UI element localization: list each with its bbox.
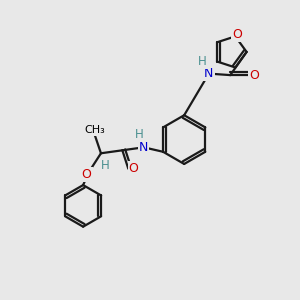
Text: H: H: [198, 55, 207, 68]
Text: CH₃: CH₃: [84, 125, 105, 135]
Text: N: N: [139, 141, 148, 154]
Text: H: H: [135, 128, 144, 141]
Text: O: O: [232, 28, 242, 41]
Text: H: H: [101, 159, 110, 172]
Text: N: N: [204, 67, 214, 80]
Text: O: O: [129, 162, 139, 175]
Text: O: O: [82, 168, 92, 181]
Text: O: O: [249, 69, 259, 82]
